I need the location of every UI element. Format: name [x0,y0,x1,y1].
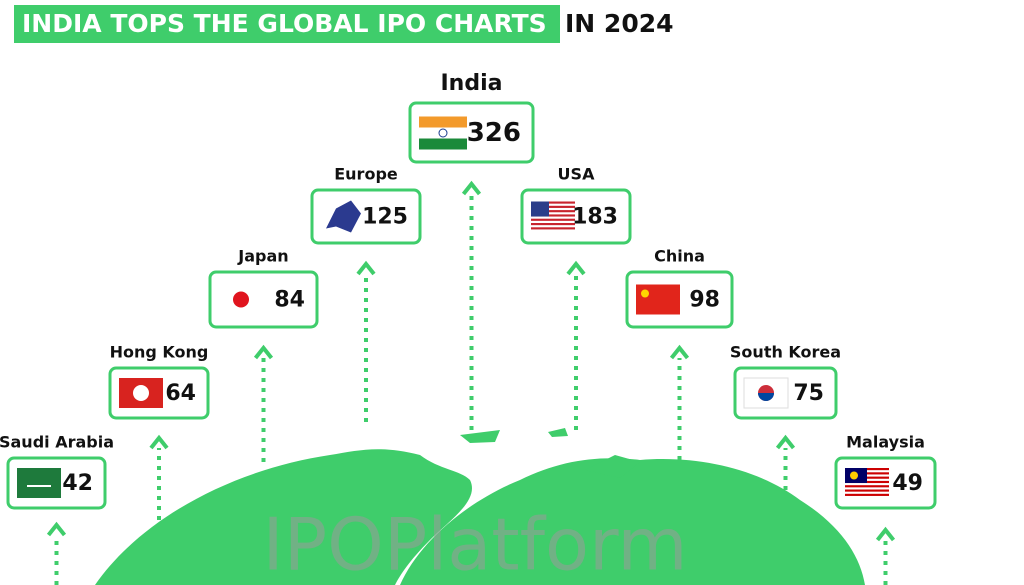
arrow-head [775,434,796,450]
country-label: Europe [334,165,398,184]
flag-part [27,485,51,487]
flag-part [419,138,467,150]
flag-part [845,493,889,496]
country-card: Europe 125 [310,165,422,422]
flag-part [531,227,575,230]
flag-part [850,471,858,480]
title-rest: IN 2024 [565,9,674,38]
flag-part [636,284,680,315]
flag-part [419,127,467,139]
country-label: Japan [237,247,288,266]
flag-part [641,289,649,298]
ipo-count: 98 [689,288,720,313]
world-map [95,428,865,585]
flag-part [326,200,361,233]
country-label: USA [558,165,596,184]
flag-part [531,201,549,217]
country-card: Saudi Arabia 42 [0,433,114,585]
arrow-head [149,434,169,450]
flag-part [17,468,61,498]
country-card: China 98 [625,247,734,470]
arrow-head [356,260,376,276]
flag-part [531,214,575,217]
ipo-count: 84 [274,288,305,313]
country-card: USA 183 [520,165,632,430]
country-card: Malaysia 49 [834,433,937,585]
flag-part [845,489,889,492]
country-card: Japan 84 [208,247,319,462]
country-label: Malaysia [846,433,925,452]
ipo-count: 183 [572,205,618,230]
ipo-count: 42 [62,471,93,496]
title-highlight-bg [14,5,560,43]
arrow-head [461,180,482,196]
country-label: India [441,71,503,96]
flag-part [531,201,575,204]
arrow-head [566,260,586,276]
ipo-count: 49 [892,471,923,496]
country-card: India 326 [408,71,535,430]
ipo-count: 326 [467,118,521,148]
flag-part [845,485,889,488]
flag-part [531,223,575,226]
watermark: IPOPlatform [263,503,688,585]
arrow-head [875,526,896,542]
flag-part [531,210,575,213]
ipo-count: 125 [362,205,408,230]
items: Saudi Arabia 42 Hong Kong 64 Japan 84 Europe 12… [0,71,937,585]
arrow-head [253,344,274,360]
flag-part [758,393,774,401]
ipo-count: 75 [793,381,824,406]
country-card: Hong Kong 64 [108,343,210,530]
country-label: South Korea [730,343,841,362]
country-label: Saudi Arabia [0,433,114,452]
arrow-head [669,344,690,360]
flag-part [133,385,149,401]
flag-part [419,116,467,128]
country-card: South Korea 75 [730,343,841,520]
country-label: China [654,247,705,266]
country-label: Hong Kong [110,343,209,362]
flag-part [438,128,448,138]
flag-part [531,218,575,221]
arrow-head [46,521,67,537]
title-highlight: INDIA TOPS THE GLOBAL IPO CHARTS [22,9,547,38]
flag-part [233,291,249,308]
ipo-count: 64 [165,381,196,406]
flag-part [531,205,575,208]
